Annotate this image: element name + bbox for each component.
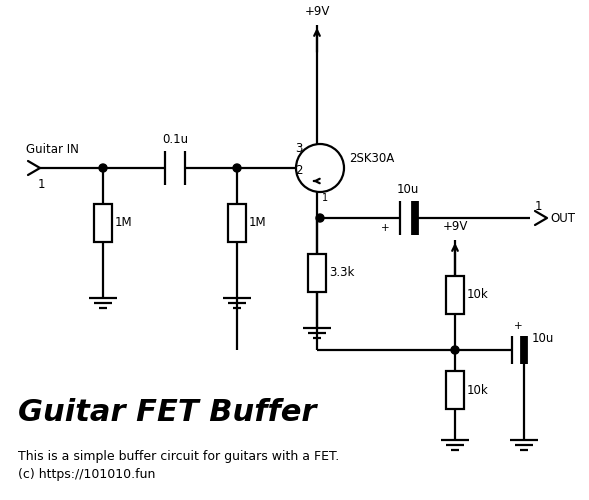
Text: OUT: OUT [550,212,575,224]
Text: 2: 2 [296,164,303,177]
Text: 10u: 10u [396,183,419,196]
Text: 1: 1 [322,193,328,203]
Bar [228,204,246,242]
Text: (c) https://101010.fun: (c) https://101010.fun [18,468,155,481]
Bar [94,204,112,242]
Circle shape [233,164,241,172]
Text: +9V: +9V [305,5,330,18]
Circle shape [99,164,107,172]
Circle shape [316,214,324,222]
Text: 1M: 1M [115,216,133,230]
Circle shape [451,346,459,354]
Text: 2SK30A: 2SK30A [349,152,394,164]
Text: 0.1u: 0.1u [162,133,188,146]
Text: 3.3k: 3.3k [329,266,355,280]
Text: Guitar IN: Guitar IN [26,143,79,156]
Text: +9V: +9V [442,220,468,233]
Bar [446,371,464,409]
Text: +: + [514,321,522,331]
Text: Guitar FET Buffer: Guitar FET Buffer [18,398,316,427]
Text: +: + [381,223,390,233]
Text: 10k: 10k [467,384,489,396]
Bar [446,276,464,314]
Bar [308,254,326,292]
Text: This is a simple buffer circuit for guitars with a FET.: This is a simple buffer circuit for guit… [18,450,339,463]
Circle shape [296,144,344,192]
Text: 10k: 10k [467,288,489,302]
Text: 1: 1 [535,200,542,213]
Text: 10u: 10u [532,332,554,345]
Text: 1M: 1M [249,216,267,230]
Text: 3: 3 [296,142,303,154]
Text: 1: 1 [38,178,45,191]
